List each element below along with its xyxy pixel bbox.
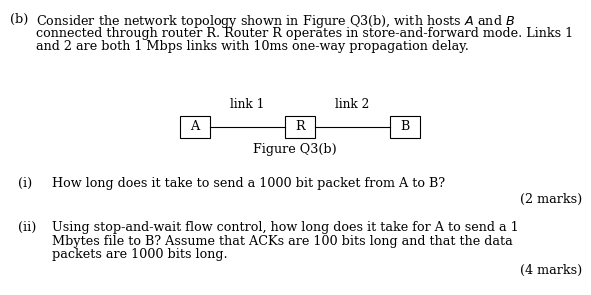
Text: (ii): (ii) <box>18 221 37 234</box>
Text: Figure Q3(b): Figure Q3(b) <box>253 143 337 156</box>
Text: B: B <box>400 120 410 134</box>
Text: A: A <box>190 120 200 134</box>
FancyBboxPatch shape <box>390 116 420 138</box>
Text: link 2: link 2 <box>335 98 370 111</box>
FancyBboxPatch shape <box>180 116 210 138</box>
Text: packets are 1000 bits long.: packets are 1000 bits long. <box>52 248 228 261</box>
Text: link 1: link 1 <box>230 98 265 111</box>
Text: connected through router R. Router R operates in store-and-forward mode. Links 1: connected through router R. Router R ope… <box>36 27 573 40</box>
Text: R: R <box>295 120 305 134</box>
Text: (i): (i) <box>18 177 33 190</box>
Text: (4 marks): (4 marks) <box>519 263 582 276</box>
Text: (b): (b) <box>10 13 28 26</box>
Text: Mbytes file to B? Assume that ACKs are 100 bits long and that the data: Mbytes file to B? Assume that ACKs are 1… <box>52 235 513 248</box>
Text: How long does it take to send a 1000 bit packet from A to B?: How long does it take to send a 1000 bit… <box>52 177 445 190</box>
Text: (2 marks): (2 marks) <box>519 193 582 206</box>
Text: Consider the network topology shown in Figure Q3(b), with hosts $A$ and $B$: Consider the network topology shown in F… <box>36 13 515 30</box>
Text: Using stop-and-wait flow control, how long does it take for A to send a 1: Using stop-and-wait flow control, how lo… <box>52 221 519 234</box>
FancyBboxPatch shape <box>285 116 315 138</box>
Text: and 2 are both 1 Mbps links with 10ms one-way propagation delay.: and 2 are both 1 Mbps links with 10ms on… <box>36 40 469 53</box>
